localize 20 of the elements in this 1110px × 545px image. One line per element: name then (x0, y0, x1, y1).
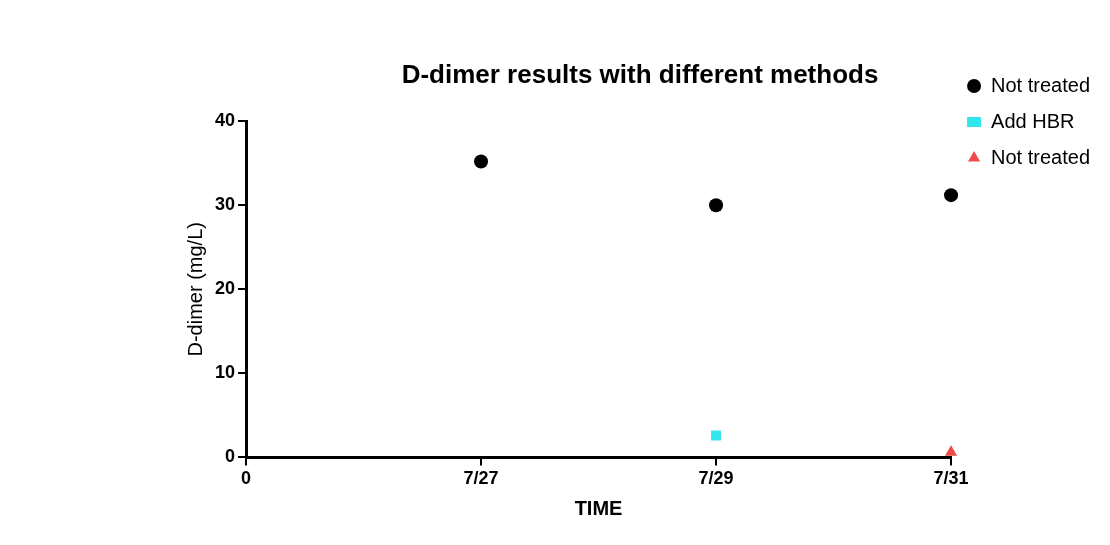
chart-title: D-dimer results with different methods (401, 58, 879, 89)
y-tick-label: 30 (214, 194, 236, 215)
x-axis-title: TIME (574, 496, 623, 519)
point (711, 430, 721, 441)
x-tick-label: 0 (241, 468, 252, 489)
point (944, 188, 959, 203)
legend-label: Not treated (991, 145, 1091, 168)
y-tick-label: 40 (214, 110, 236, 131)
x-tick-label: 7/29 (698, 468, 734, 489)
point (709, 198, 724, 213)
point (474, 154, 489, 169)
legend-label: Add HBR (991, 109, 1075, 132)
x-tick-label: 7/27 (463, 468, 499, 489)
y-tick-label: 0 (225, 446, 236, 467)
y-tick-label: 10 (214, 362, 236, 383)
y-axis-title: D-dimer (mg/L) (183, 222, 206, 357)
y-tick-label: 20 (214, 278, 236, 299)
legend-label: Not treated (991, 73, 1091, 96)
point (944, 445, 958, 456)
x-tick-label: 7/31 (933, 468, 969, 489)
